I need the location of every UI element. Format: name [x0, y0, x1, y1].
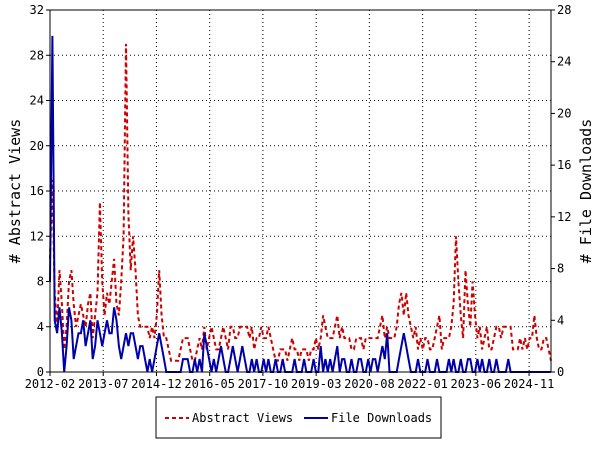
x-tick-label: 2019-03: [291, 377, 342, 391]
y2-tick-label: 12: [557, 210, 571, 224]
y-tick-label: 4: [37, 320, 44, 334]
x-tick-label: 2023-06: [451, 377, 502, 391]
y2-tick-label: 8: [557, 262, 564, 276]
x-tick-label: 2024-11: [504, 377, 555, 391]
y-tick-label: 0: [37, 365, 44, 379]
series-line-abstract-views: [49, 43, 552, 362]
y-tick-label: 8: [37, 275, 44, 289]
x-tick-label: 2020-08: [344, 377, 395, 391]
grid: [50, 10, 551, 372]
y2-tick-label: 24: [557, 55, 571, 69]
legend-label-file-downloads: File Downloads: [331, 411, 432, 425]
y2-tick-label: 0: [557, 365, 564, 379]
y-tick-label: 24: [30, 94, 44, 108]
y-tick-label: 28: [30, 48, 44, 62]
x-tick-label: 2013-07: [78, 377, 129, 391]
y-tick-label: 16: [30, 184, 44, 198]
legend-box: [155, 396, 442, 439]
x-tick-label: 2016-05: [184, 377, 235, 391]
y2-tick-label: 20: [557, 106, 571, 120]
y2-tick-label: 28: [557, 3, 571, 17]
y-axis-title: # Abstract Views: [6, 119, 24, 264]
x-tick-label: 2012-02: [25, 377, 76, 391]
y2-axis-title: # File Downloads: [577, 119, 595, 264]
y2-tick-label: 16: [557, 158, 571, 172]
axes: 2012-02 2013-07 2014-12 2016-05 2017-10 2019-…: [25, 3, 572, 391]
x-tick-label: 2022-01: [397, 377, 448, 391]
legend: Abstract Views File Downloads: [155, 396, 442, 439]
legend-label-abstract-views: Abstract Views: [192, 411, 293, 425]
x-tick-label: 2017-10: [238, 377, 289, 391]
y2-tick-label: 4: [557, 313, 564, 327]
x-tick-label: 2014-12: [131, 377, 182, 391]
y-tick-label: 20: [30, 139, 44, 153]
y-tick-label: 12: [30, 229, 44, 243]
y-tick-label: 32: [30, 3, 44, 17]
